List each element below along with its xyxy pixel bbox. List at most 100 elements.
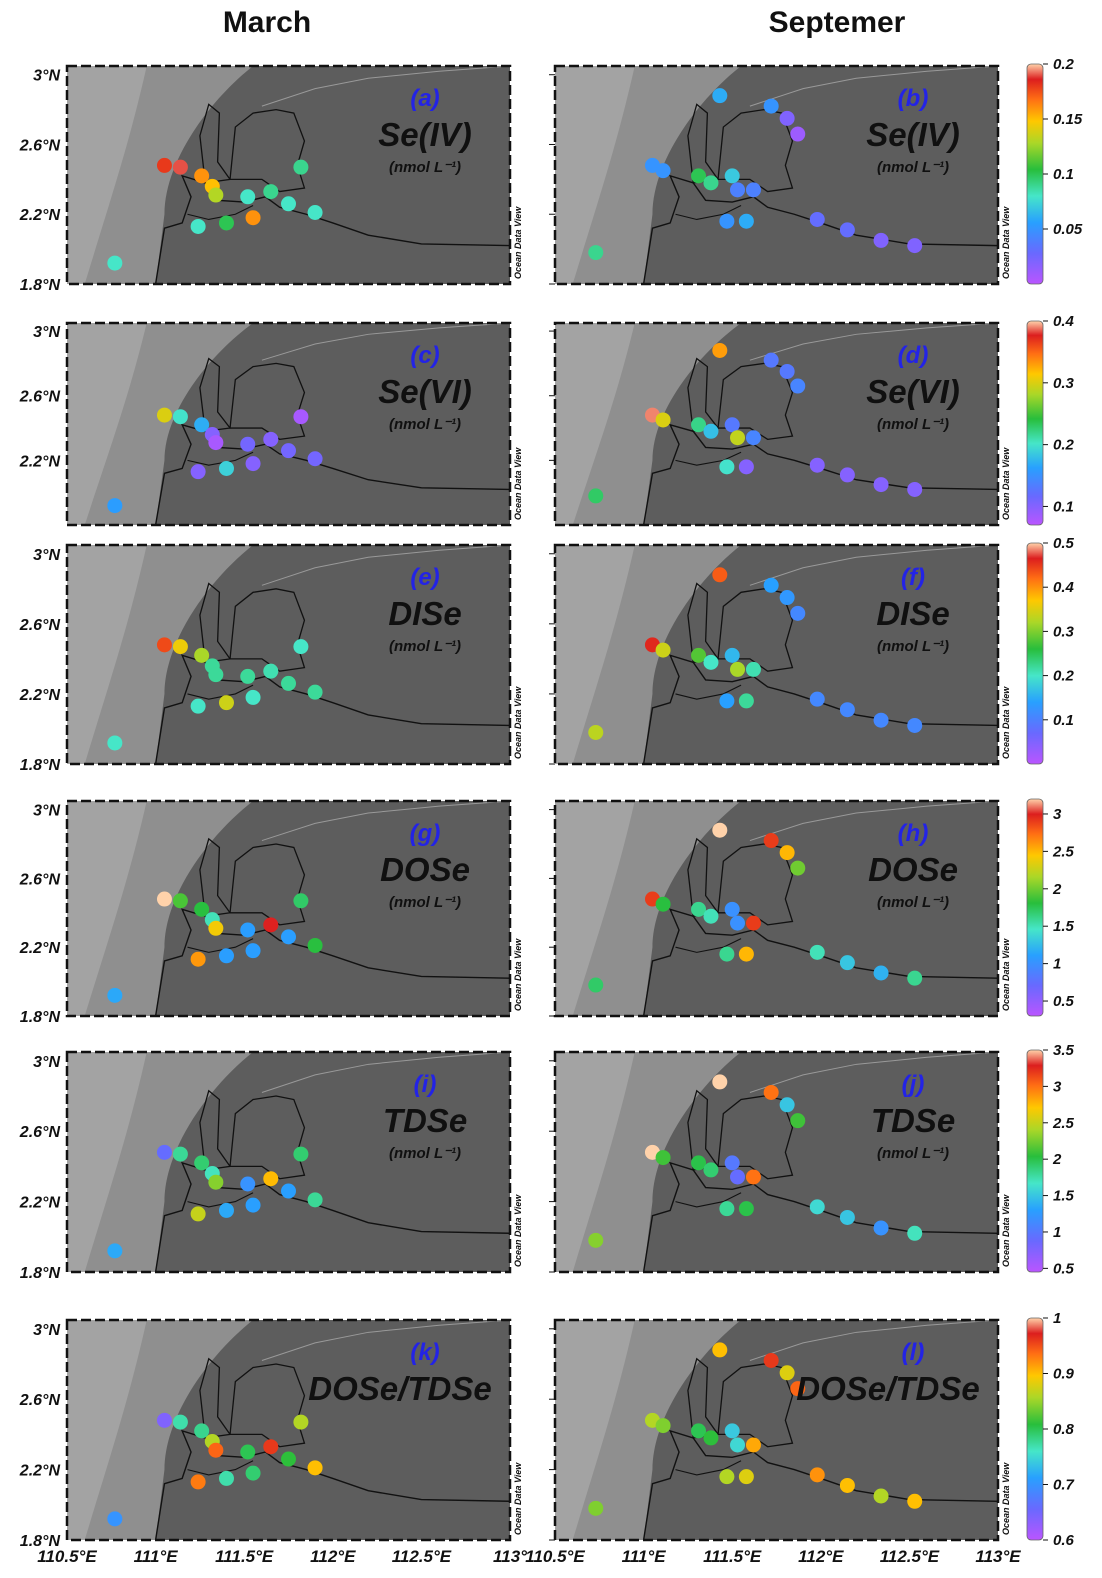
colorbar-tick-label: 1.5	[1053, 918, 1075, 935]
station-marker	[245, 1197, 261, 1213]
map-panel: (e) DISe (nmol L⁻¹) Ocean Data View 3°N 2.6°N…	[19, 543, 523, 774]
station-marker	[307, 937, 323, 953]
station-marker	[738, 213, 754, 229]
station-marker	[107, 735, 123, 751]
station-marker	[745, 182, 761, 198]
station-marker	[655, 163, 671, 179]
delta-outline	[717, 843, 794, 926]
station-marker	[873, 232, 889, 248]
longitude-label: 110.5°E	[525, 1547, 585, 1566]
station-marker	[763, 833, 779, 849]
station-marker	[873, 712, 889, 728]
map-panel: (f) DISe (nmol L⁻¹) Ocean Data View 0.5 0.4 0.…	[549, 535, 1075, 766]
odv-watermark: Ocean Data View	[513, 938, 523, 1011]
station-marker	[245, 1465, 261, 1481]
station-marker	[208, 920, 224, 936]
odv-watermark: Ocean Data View	[1001, 206, 1011, 279]
station-marker	[745, 430, 761, 446]
station-marker	[218, 215, 234, 231]
station-marker	[907, 1493, 923, 1509]
station-marker	[307, 1460, 323, 1476]
panel-letter: (k)	[410, 1339, 439, 1366]
station-marker	[730, 1169, 746, 1185]
station-marker	[208, 187, 224, 203]
shelf-shading	[555, 1052, 635, 1272]
coastline-north	[261, 66, 510, 107]
station-marker	[588, 488, 604, 504]
longitude-label: 111.5°E	[215, 1547, 274, 1566]
coastline-north	[749, 66, 998, 107]
station-marker	[763, 98, 779, 114]
latitude-label: 1.8°N	[20, 277, 61, 294]
station-marker	[839, 702, 855, 718]
station-marker	[263, 663, 279, 679]
longitude-label: 111°E	[134, 1547, 179, 1566]
delta-outline	[717, 362, 794, 441]
river-channel	[187, 205, 254, 221]
station-marker	[263, 1439, 279, 1455]
station-marker	[779, 110, 795, 126]
station-marker	[245, 456, 261, 472]
panel-frame	[553, 64, 1000, 286]
station-marker	[907, 717, 923, 733]
station-marker	[809, 1199, 825, 1215]
station-marker	[907, 481, 923, 497]
latitude-label: 2.6°N	[19, 137, 61, 154]
station-marker	[263, 917, 279, 933]
station-marker	[307, 204, 323, 220]
column-title-march: March	[222, 6, 312, 39]
station-marker	[240, 668, 256, 684]
station-marker	[107, 255, 123, 271]
odv-watermark: Ocean Data View	[1001, 447, 1011, 520]
colorbar-tick-label: 0.3	[1053, 375, 1075, 392]
station-marker	[263, 184, 279, 200]
station-marker	[281, 1451, 296, 1467]
colorbar-tick-label: 2.5	[1052, 843, 1075, 860]
station-marker	[194, 168, 210, 184]
colorbar-tick-label: 0.15	[1053, 111, 1083, 128]
map-panel: (b) Se(IV) (nmol L⁻¹) Ocean Data View 0.2 0.1…	[549, 56, 1083, 286]
station-marker	[208, 1174, 224, 1190]
odv-watermark: Ocean Data View	[1001, 1462, 1011, 1535]
river-channel	[675, 684, 742, 700]
station-marker	[240, 189, 256, 205]
colorbar-tick-label: 2.5	[1052, 1115, 1075, 1132]
colorbar	[1026, 798, 1044, 1017]
longitude-label: 112.5°E	[392, 1547, 452, 1566]
station-marker	[588, 1500, 604, 1516]
panel-letter: (l)	[902, 1339, 925, 1366]
station-marker	[208, 1442, 224, 1458]
station-marker	[107, 1243, 123, 1259]
coastline-north	[261, 1320, 510, 1361]
coastline-north	[749, 323, 998, 361]
panel-frame	[553, 1050, 1000, 1274]
station-marker	[194, 1423, 210, 1439]
odv-watermark: Ocean Data View	[513, 686, 523, 759]
panel-letter: (g)	[410, 820, 441, 847]
station-marker	[790, 378, 806, 394]
longitude-label: 112.5°E	[880, 1547, 940, 1566]
panel-unit: (nmol L⁻¹)	[389, 894, 461, 911]
station-marker	[172, 409, 188, 425]
station-marker	[240, 922, 256, 938]
colorbar-tick-label: 0.1	[1053, 712, 1074, 729]
colorbar-tick-label: 0.7	[1053, 1477, 1075, 1494]
station-marker	[588, 724, 604, 740]
latitude-label: 1.8°N	[20, 1265, 61, 1282]
colorbar-tick-label: 0.9	[1053, 1366, 1075, 1383]
latitude-label: 3°N	[33, 1054, 60, 1071]
station-marker	[293, 1414, 309, 1430]
panel-letter: (b)	[898, 85, 929, 112]
panel-unit: (nmol L⁻¹)	[389, 1145, 461, 1162]
station-marker	[745, 1437, 761, 1453]
latitude-label: 1.8°N	[20, 1533, 61, 1550]
station-marker	[156, 1412, 172, 1428]
panel-frame	[553, 543, 1000, 766]
map-panel: (d) Se(VI) (nmol L⁻¹) Ocean Data View 0.4 0.3…	[549, 313, 1075, 527]
shelf-shading	[67, 323, 147, 525]
station-marker	[655, 642, 671, 658]
colorbar-tick-label: 0.2	[1053, 56, 1075, 73]
delta-outline	[717, 1363, 794, 1448]
coastline-north	[749, 1320, 998, 1361]
colorbar	[1026, 542, 1044, 765]
